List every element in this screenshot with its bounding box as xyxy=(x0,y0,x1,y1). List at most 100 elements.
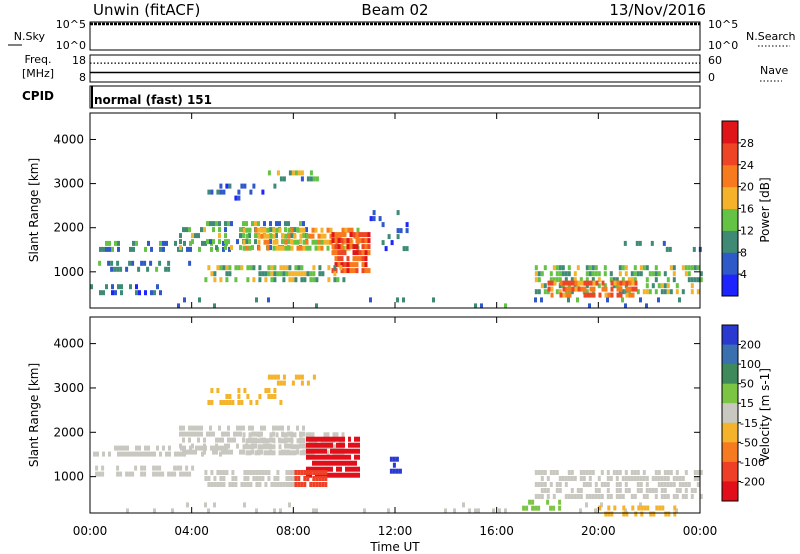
colorbar-tick-label: -100 xyxy=(740,456,765,469)
radar-cell xyxy=(296,245,300,251)
radar-cell xyxy=(152,471,156,477)
radar-cell xyxy=(402,246,406,252)
radar-cell xyxy=(276,374,280,380)
radar-cell xyxy=(333,265,337,271)
radar-cell xyxy=(140,260,144,266)
radar-cell xyxy=(537,289,541,295)
radar-cell xyxy=(630,470,634,475)
radar-cell xyxy=(311,239,315,245)
radar-cell xyxy=(281,450,285,456)
radar-cell xyxy=(613,280,617,286)
radar-cell xyxy=(269,233,273,239)
radar-cell xyxy=(210,246,213,252)
radar-cell xyxy=(639,482,643,487)
radar-cell xyxy=(330,448,333,454)
radar-cell xyxy=(269,227,272,233)
radar-cell xyxy=(336,460,339,466)
radar-cell xyxy=(687,277,691,283)
radar-cell xyxy=(219,451,222,457)
radar-cell xyxy=(281,425,284,431)
radar-cell xyxy=(534,505,538,511)
radar-cell xyxy=(270,265,274,271)
radar-cell xyxy=(257,438,261,444)
radar-cell xyxy=(619,292,623,298)
radar-cell xyxy=(567,289,571,295)
radar-cell xyxy=(642,494,646,499)
radar-cell xyxy=(654,488,658,493)
radar-cell xyxy=(228,183,232,189)
radar-cell xyxy=(276,170,280,176)
radar-cell xyxy=(549,505,553,511)
radar-cell xyxy=(333,472,336,478)
radar-cell xyxy=(179,425,182,431)
radar-cell xyxy=(504,508,507,514)
colorbar-tick-label: -15 xyxy=(740,417,758,430)
radar-cell xyxy=(692,246,696,252)
radar-cell xyxy=(278,450,282,456)
radar-cell xyxy=(227,239,230,245)
radar-cell xyxy=(294,482,298,487)
radar-cell xyxy=(309,472,312,478)
x-tick-label: 08:00 xyxy=(276,524,311,538)
radar-cell xyxy=(239,233,242,239)
radar-cell xyxy=(285,271,289,277)
radar-cell xyxy=(251,438,255,444)
colorbar-segment xyxy=(722,461,738,482)
radar-cell xyxy=(138,290,141,296)
radar-cell xyxy=(260,438,264,444)
radar-cell xyxy=(633,271,637,277)
radar-cell xyxy=(561,283,565,289)
radar-cell xyxy=(116,465,120,471)
radar-cell xyxy=(263,444,267,450)
radar-cell xyxy=(395,456,399,462)
y-tick-label: 2000 xyxy=(53,221,84,235)
radar-cell xyxy=(240,183,244,189)
radar-cell xyxy=(352,268,356,274)
radar-cell xyxy=(219,482,223,487)
radar-cell xyxy=(107,260,111,266)
radar-cell xyxy=(340,244,344,250)
radar-cell xyxy=(525,505,529,511)
radar-cell xyxy=(504,303,507,309)
radar-cell xyxy=(255,508,258,514)
radar-cell xyxy=(636,289,640,295)
radar-cell xyxy=(327,454,330,460)
radar-cell xyxy=(290,233,293,239)
radar-cell xyxy=(392,456,396,462)
radar-cell xyxy=(639,271,643,277)
radar-cell xyxy=(570,470,574,475)
radar-cell xyxy=(135,445,138,451)
radar-cell xyxy=(162,246,165,252)
radar-cell xyxy=(321,436,324,442)
radar-cell xyxy=(258,476,262,481)
radar-cell xyxy=(153,290,156,296)
radar-cell xyxy=(346,256,350,262)
radar-cell xyxy=(266,233,270,239)
radar-cell xyxy=(219,400,223,405)
radar-cell xyxy=(356,227,360,233)
radar-cell xyxy=(585,271,589,277)
radar-cell xyxy=(315,442,318,448)
radar-cell xyxy=(138,451,141,457)
radar-cell xyxy=(603,271,607,277)
radar-cell xyxy=(693,277,697,283)
radar-cell xyxy=(225,277,229,283)
radar-cell xyxy=(567,271,571,277)
radar-cell xyxy=(666,482,670,487)
radar-cell xyxy=(321,271,325,277)
radar-cell xyxy=(291,271,295,277)
radar-cell xyxy=(116,260,120,266)
radar-cell xyxy=(615,476,619,481)
radar-cell xyxy=(622,280,626,286)
radar-cell xyxy=(687,265,691,271)
x-tick-labels: 00:00 04:00 08:00 12:00 16:00 20:00 00:00 xyxy=(73,524,718,538)
radar-cell xyxy=(367,232,371,238)
radar-cell xyxy=(303,482,307,487)
radar-cell xyxy=(579,476,583,481)
radar-cell xyxy=(306,454,309,460)
radar-cell xyxy=(594,265,598,271)
radar-cell xyxy=(333,460,336,466)
radar-cell xyxy=(311,432,315,438)
radar-cell xyxy=(555,277,559,283)
radar-cell xyxy=(165,240,168,246)
